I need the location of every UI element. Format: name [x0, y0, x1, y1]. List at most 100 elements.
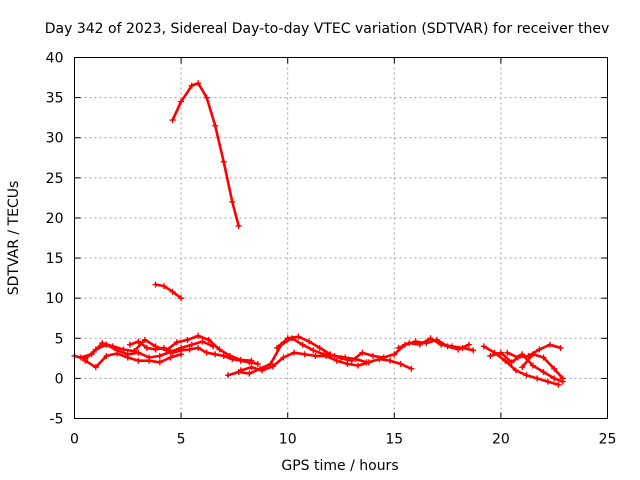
data-point — [212, 351, 219, 358]
data-point — [186, 346, 193, 353]
data-point — [82, 357, 89, 364]
data-point — [184, 336, 191, 343]
series-arc-small — [154, 283, 183, 300]
data-point — [152, 346, 159, 353]
data-point — [291, 349, 298, 356]
data-point — [254, 360, 261, 367]
data-point — [92, 364, 99, 371]
data-point — [203, 94, 210, 101]
data-point — [551, 365, 558, 372]
data-point — [369, 352, 376, 359]
data-point — [519, 364, 526, 371]
data-point — [131, 348, 138, 355]
data-point — [312, 352, 319, 359]
series-arc-g — [275, 335, 332, 356]
data-point — [487, 352, 494, 359]
data-point — [534, 375, 541, 382]
data-point — [514, 354, 521, 361]
data-point — [120, 346, 127, 353]
data-point — [188, 341, 195, 348]
data-point — [229, 356, 236, 363]
data-point — [146, 357, 153, 364]
data-point — [203, 349, 210, 356]
data-point — [114, 350, 121, 357]
data-point — [310, 347, 317, 354]
y-tick-label: 30 — [46, 131, 64, 147]
x-tick-label: 10 — [279, 432, 297, 448]
data-point — [156, 352, 163, 359]
data-point — [348, 357, 355, 364]
data-point — [169, 117, 176, 124]
data-point — [316, 344, 323, 351]
series-arc-c — [83, 352, 183, 369]
data-point — [178, 347, 185, 354]
data-point — [220, 352, 227, 359]
data-point — [161, 344, 168, 351]
y-tick-label: 15 — [46, 251, 64, 267]
data-point — [546, 341, 553, 348]
data-point — [536, 346, 543, 353]
y-axis-label: SDTVAR / TECUs — [6, 181, 22, 296]
data-point — [459, 344, 466, 351]
data-point — [387, 357, 394, 364]
data-point — [88, 351, 95, 358]
data-point — [406, 340, 413, 347]
data-point — [259, 367, 266, 374]
data-point — [331, 352, 338, 359]
x-tick-label: 5 — [177, 432, 186, 448]
data-point — [529, 362, 536, 369]
y-tick-label: 5 — [55, 331, 64, 347]
data-point — [199, 338, 206, 345]
data-point — [438, 341, 445, 348]
data-point — [195, 80, 202, 87]
data-point — [141, 336, 148, 343]
data-point — [408, 365, 415, 372]
data-point — [465, 341, 472, 348]
data-point — [555, 381, 562, 388]
data-point — [301, 351, 308, 358]
data-point — [195, 332, 202, 339]
data-point — [99, 340, 106, 347]
data-point — [246, 359, 253, 366]
data-point — [299, 341, 306, 348]
y-tick-label: -5 — [50, 412, 64, 428]
y-tick-label: 20 — [46, 211, 64, 227]
data-point — [248, 364, 255, 371]
data-point — [143, 344, 150, 351]
data-point — [344, 360, 351, 367]
data-point — [269, 363, 276, 370]
data-point — [237, 357, 244, 364]
data-point — [229, 198, 236, 205]
data-point — [188, 82, 195, 89]
plot-frame — [74, 57, 608, 419]
data-point — [523, 372, 530, 379]
data-point — [448, 343, 455, 350]
data-point — [274, 344, 281, 351]
data-point — [365, 359, 372, 366]
data-point — [126, 341, 133, 348]
data-point — [152, 281, 159, 288]
data-point — [156, 359, 163, 366]
series-arc-d — [128, 340, 260, 366]
data-point — [540, 368, 547, 375]
data-point — [169, 288, 176, 295]
y-tick-label: 10 — [46, 291, 64, 307]
y-tick-label: 40 — [46, 51, 64, 67]
data-point — [508, 359, 515, 366]
data-point — [295, 333, 302, 340]
data-point — [246, 370, 253, 377]
data-point — [497, 349, 504, 356]
data-point — [173, 339, 180, 346]
data-point — [109, 343, 116, 350]
data-point — [502, 357, 509, 364]
data-point — [427, 335, 434, 342]
data-point — [544, 378, 551, 385]
ticks: 0 5 10 15 20 25 -5 0 5 10 15 20 25 30 35 40 — [46, 51, 617, 448]
data-series — [71, 80, 566, 388]
data-point — [333, 357, 340, 364]
data-point — [306, 338, 313, 345]
data-point — [284, 335, 291, 342]
data-point — [135, 349, 142, 356]
data-point — [124, 354, 131, 361]
data-point — [212, 122, 219, 129]
